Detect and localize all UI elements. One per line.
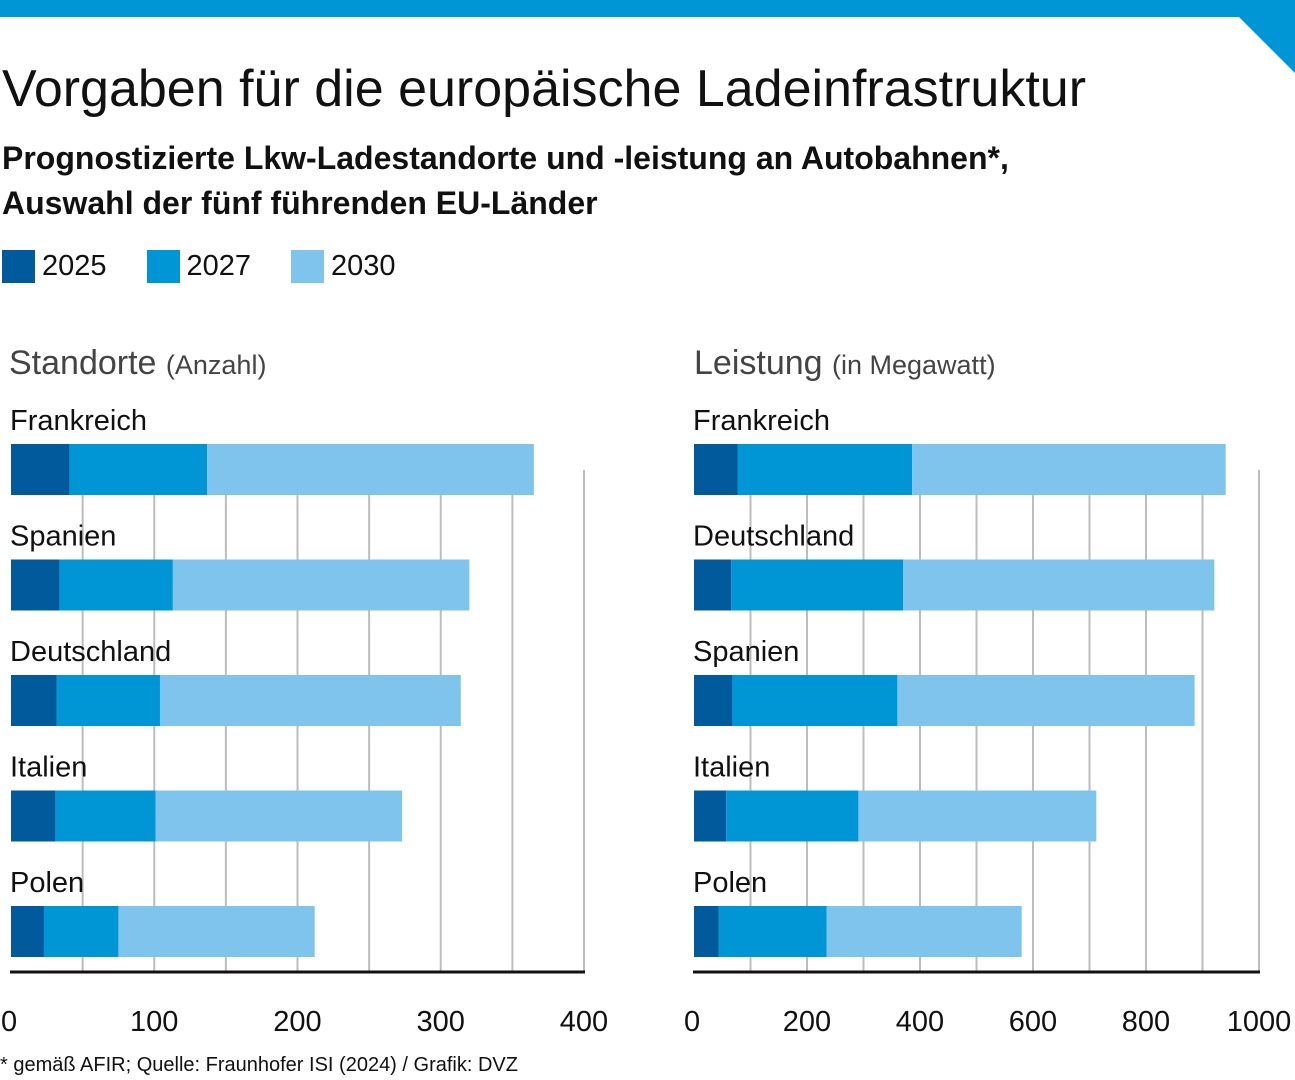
category-label-0-0: Frankreich bbox=[10, 405, 147, 437]
tick-label-0-300: 300 bbox=[417, 1006, 465, 1038]
legend: 2025 2027 2030 bbox=[2, 248, 436, 284]
bar-0-3-2027 bbox=[55, 790, 156, 842]
panel-title-main-1: Leistung bbox=[694, 344, 832, 382]
legend-swatch-2025 bbox=[2, 249, 35, 283]
tick-label-1-0: 0 bbox=[684, 1006, 700, 1038]
category-label-0-2: Deutschland bbox=[10, 636, 171, 668]
bar-0-3-2025 bbox=[11, 790, 56, 842]
tick-label-1-800: 800 bbox=[1122, 1006, 1170, 1038]
bar-1-3-2027 bbox=[726, 790, 859, 842]
bar-0-2-2027 bbox=[56, 675, 160, 726]
bar-0-2-2030 bbox=[159, 675, 461, 726]
bar-1-2-2027 bbox=[732, 675, 898, 726]
category-label-1-0: Frankreich bbox=[693, 405, 830, 437]
category-label-0-1: Spanien bbox=[10, 521, 116, 553]
legend-swatch-2030 bbox=[291, 249, 325, 283]
category-label-0-3: Italien bbox=[10, 752, 87, 784]
panel-title-unit-0: (Anzahl) bbox=[166, 350, 267, 380]
bar-1-4-2027 bbox=[718, 906, 827, 957]
bar-0-1-2025 bbox=[11, 559, 60, 611]
bar-1-1-2025 bbox=[694, 559, 732, 611]
legend-item-2030: 2030 bbox=[291, 249, 396, 283]
bar-1-2-2025 bbox=[694, 675, 733, 726]
bar-0-2-2025 bbox=[11, 675, 57, 726]
tick-label-1-1000: 1000 bbox=[1227, 1006, 1292, 1038]
bar-0-1-2027 bbox=[59, 559, 173, 611]
bar-0-3-2030 bbox=[155, 790, 403, 842]
tick-label-0-200: 200 bbox=[273, 1006, 321, 1038]
bar-1-4-2025 bbox=[694, 906, 719, 957]
bar-0-1-2030 bbox=[172, 559, 470, 611]
panel-title-main-0: Standorte bbox=[9, 344, 166, 382]
bar-0-4-2025 bbox=[11, 906, 44, 957]
bar-1-0-2030 bbox=[912, 444, 1226, 495]
legend-label-2027: 2027 bbox=[186, 249, 252, 282]
bar-1-1-2030 bbox=[903, 559, 1215, 611]
bar-0-4-2027 bbox=[43, 906, 119, 957]
category-label-1-2: Spanien bbox=[693, 636, 799, 668]
category-label-1-3: Italien bbox=[693, 752, 770, 784]
legend-item-2025: 2025 bbox=[2, 249, 107, 283]
bar-1-0-2025 bbox=[694, 444, 738, 495]
subtitle-line-1: Prognostizierte Lkw-Ladestandorte und -l… bbox=[2, 140, 1009, 176]
tick-label-1-400: 400 bbox=[896, 1006, 944, 1038]
tick-label-0-400: 400 bbox=[560, 1006, 608, 1038]
legend-label-2030: 2030 bbox=[331, 249, 396, 282]
chart-title: Vorgaben für die europäische Ladeinfrast… bbox=[2, 60, 1087, 118]
top-accent-bar bbox=[0, 0, 1295, 17]
legend-label-2025: 2025 bbox=[42, 249, 107, 282]
bar-1-2-2030 bbox=[897, 675, 1195, 726]
panel-title-unit-1: (in Megawatt) bbox=[832, 350, 996, 380]
footnote: * gemäß AFIR; Quelle: Fraunhofer ISI (20… bbox=[0, 1054, 518, 1076]
tick-label-0-100: 100 bbox=[130, 1006, 178, 1038]
bar-1-3-2025 bbox=[694, 790, 727, 842]
tick-label-1-600: 600 bbox=[1009, 1006, 1057, 1038]
bar-0-0-2030 bbox=[207, 444, 534, 495]
bar-0-0-2027 bbox=[69, 444, 208, 495]
tick-label-0-0: 0 bbox=[1, 1006, 17, 1038]
category-label-1-4: Polen bbox=[693, 867, 767, 899]
bar-1-0-2027 bbox=[737, 444, 913, 495]
bar-1-3-2030 bbox=[858, 790, 1097, 842]
bar-0-0-2025 bbox=[11, 444, 70, 495]
category-label-1-1: Deutschland bbox=[693, 521, 854, 553]
corner-accent bbox=[1239, 17, 1295, 73]
category-label-0-4: Polen bbox=[10, 867, 84, 899]
bar-0-4-2030 bbox=[118, 906, 315, 957]
bar-1-1-2027 bbox=[731, 559, 904, 611]
chart-subtitle: Prognostizierte Lkw-Ladestandorte und -l… bbox=[2, 136, 1009, 226]
panel-title-1: Leistung (in Megawatt) bbox=[694, 344, 996, 382]
bar-1-4-2030 bbox=[826, 906, 1022, 957]
legend-swatch-2027 bbox=[146, 249, 180, 283]
legend-item-2027: 2027 bbox=[146, 249, 252, 283]
tick-label-1-200: 200 bbox=[783, 1006, 831, 1038]
panel-title-0: Standorte (Anzahl) bbox=[9, 344, 266, 382]
subtitle-line-2: Auswahl der fünf führenden EU-Länder bbox=[2, 185, 598, 221]
